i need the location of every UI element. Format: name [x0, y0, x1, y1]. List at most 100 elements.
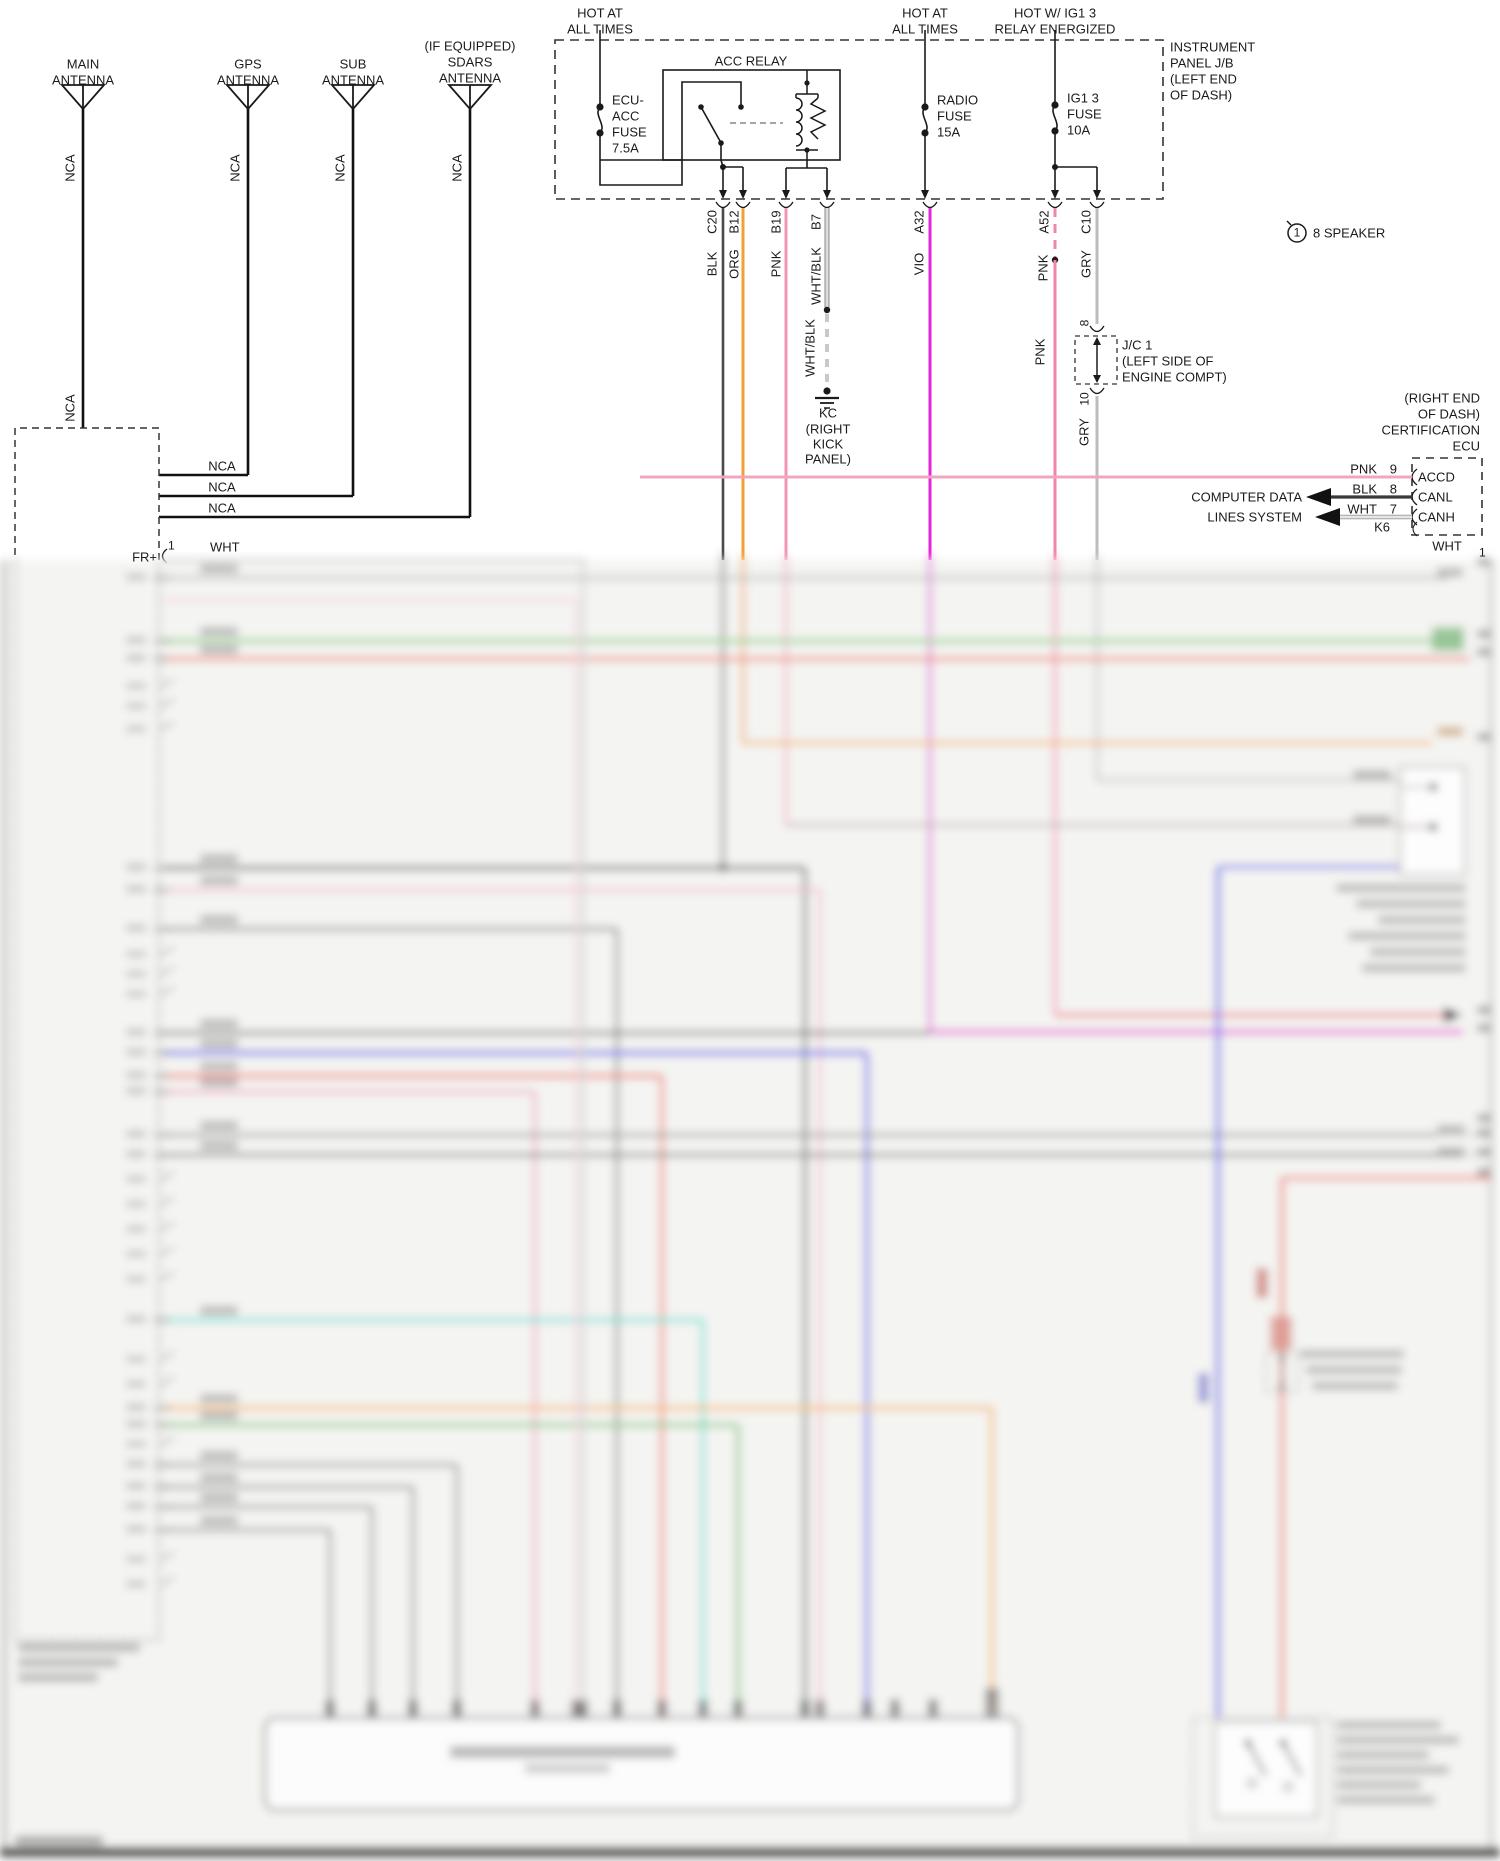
main-antenna-label2: ANTENNA: [51, 72, 115, 88]
pin-c20: C20: [704, 210, 720, 234]
blurred-text-placeholder: [200, 564, 238, 573]
blurred-text-placeholder: [200, 645, 238, 654]
blurred-text-placeholder: [126, 924, 146, 932]
jb-title: INSTRUMENT: [1170, 39, 1256, 55]
wirecolor-pnk: PNK: [768, 250, 784, 278]
cert-ecu-title3: CERTIFICATION: [1381, 422, 1480, 438]
blurred-wire-stub: [160, 678, 175, 688]
blurred-text-placeholder: [1437, 1147, 1465, 1156]
antenna-symbols: [60, 84, 493, 111]
blurred-text-placeholder: [126, 1315, 146, 1323]
exit-arrows: [719, 190, 1101, 199]
fuse-symbols: [596, 101, 1059, 137]
blurred-text-placeholder: [1337, 1766, 1449, 1774]
blurred-text-placeholder: [126, 1175, 146, 1183]
blurred-text-placeholder: [530, 1700, 540, 1717]
jb-internal-wiring: [599, 81, 1098, 192]
blurred-text-placeholder: [126, 1355, 146, 1363]
nca-label: NCA: [208, 458, 236, 474]
wirecolor-wht: WHT: [1432, 538, 1462, 554]
hot-at-all-times-label: HOT AT: [902, 5, 948, 21]
blurred-text-placeholder: [985, 1688, 999, 1718]
blurred-text-placeholder: [126, 1150, 146, 1158]
computer-data-lines: [1306, 488, 1412, 526]
power-feeds: [599, 30, 1056, 107]
blurred-text-placeholder: [200, 876, 238, 885]
radio-fuse-label: RADIO: [937, 92, 979, 108]
blurred-text-placeholder: [612, 1700, 622, 1717]
connector-cups: [715, 201, 1105, 395]
wirecolor-pnk: PNK: [1032, 338, 1048, 366]
pin-a52: A52: [1036, 210, 1052, 234]
blurred-text-placeholder: [126, 950, 146, 958]
canh-pin-number: 7: [1389, 501, 1397, 517]
blurred-wire-stub: [160, 1576, 175, 1586]
sdars-antenna-label2: SDARS: [447, 54, 493, 70]
pin-a32: A32: [911, 210, 927, 234]
blurred-text-placeholder: [1477, 1148, 1490, 1156]
note-1-number: 1: [1293, 225, 1301, 240]
blurred-wire-stub: [160, 1196, 175, 1206]
blurred-text-placeholder: [578, 1700, 588, 1717]
jc1-label3: ENGINE COMPT): [1122, 369, 1227, 385]
blurred-text-placeholder: [18, 1673, 98, 1682]
blurred-text-placeholder: [200, 1039, 238, 1048]
canh-wirecolor: WHT: [1347, 501, 1377, 517]
blurred-text-placeholder: [126, 1420, 146, 1428]
blurred-text-placeholder: [1477, 648, 1490, 656]
blurred-text-placeholder: [450, 1746, 675, 1758]
blurred-text-placeholder: [733, 1700, 743, 1717]
blurred-text-placeholder: [126, 1225, 146, 1233]
blurred-text-placeholder: [126, 1130, 146, 1138]
blurred-text-placeholder: [1356, 900, 1466, 908]
blurred-text-placeholder: [1477, 1168, 1490, 1176]
blurred-text-placeholder: [126, 1087, 146, 1095]
radio-fuse-label2: FUSE: [937, 108, 972, 124]
blurred-text-placeholder: [1337, 1736, 1459, 1744]
blurred-text-placeholder: [1348, 932, 1466, 940]
blurred-text-placeholder: [126, 1482, 146, 1490]
blurred-text-placeholder: [1378, 916, 1466, 924]
blurred-text-placeholder: [1256, 1268, 1268, 1298]
blurred-lower-diagram: [0, 554, 1500, 1861]
blurred-wire-stub: [160, 721, 175, 731]
wirecolor-org: ORG: [726, 249, 742, 279]
blurred-text-placeholder: [1437, 727, 1463, 736]
blurred-text-placeholder: [1477, 1006, 1490, 1014]
blurred-wire-stub: [160, 1221, 175, 1231]
blurred-text-placeholder: [200, 1473, 238, 1482]
acc-relay-symbol: [662, 69, 841, 161]
hot-ig13-label2: RELAY ENERGIZED: [994, 21, 1116, 37]
wirecolor-gry: GRY: [1076, 418, 1092, 446]
blurred-text-placeholder: [1198, 1373, 1209, 1403]
accd-pin-number: 9: [1389, 461, 1397, 477]
wirecolor-gry: GRY: [1078, 250, 1094, 278]
blurred-text-placeholder: [126, 1275, 146, 1283]
blurred-wire-stub: [160, 986, 175, 996]
blurred-text-placeholder: [1437, 568, 1463, 577]
sdars-antenna-label3: ANTENNA: [438, 70, 502, 86]
blurred-text-placeholder: [408, 1700, 418, 1717]
cert-ecu-title4: ECU: [1452, 438, 1480, 454]
blurred-wire-stub: [160, 1171, 175, 1181]
computer-data-label: COMPUTER DATA: [1191, 489, 1302, 505]
jb-title2: PANEL J/B: [1170, 55, 1234, 71]
blurred-text-placeholder: [126, 1071, 146, 1079]
blurred-text-placeholder: [200, 1451, 238, 1460]
ground-kc-label2: (RIGHT: [805, 421, 851, 437]
blurred-text-placeholder: [126, 1440, 146, 1448]
jc1-pin-8: 8: [1077, 319, 1092, 327]
blurred-text-placeholder: [1370, 948, 1466, 956]
hot-at-all-times-label2: ALL TIMES: [892, 21, 958, 37]
blurred-text-placeholder: [200, 1394, 238, 1403]
blurred-text-placeholder: [1353, 815, 1391, 824]
blurred-text-placeholder: [1477, 733, 1490, 741]
pin-b19: B19: [768, 210, 784, 234]
blurred-text-placeholder: [126, 1502, 146, 1510]
cert-ecu-title: (RIGHT END: [1404, 390, 1480, 406]
blurred-text-placeholder: [126, 636, 146, 644]
blurred-text-placeholder: [928, 1700, 938, 1717]
blurred-text-placeholder: [126, 1200, 146, 1208]
ecu-acc-fuse-label2: ACC: [612, 108, 640, 124]
wirecolor-vio: VIO: [911, 252, 927, 276]
